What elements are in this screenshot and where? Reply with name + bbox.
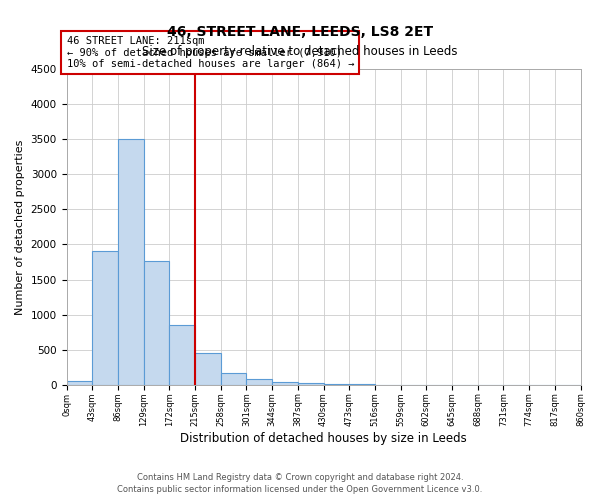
Text: Contains public sector information licensed under the Open Government Licence v3: Contains public sector information licen…: [118, 485, 482, 494]
Bar: [323, 384, 349, 385]
Text: 46 STREET LANE: 211sqm
← 90% of detached houses are smaller (7,910)
10% of semi-: 46 STREET LANE: 211sqm ← 90% of detached…: [67, 36, 354, 69]
Bar: [221, 372, 247, 385]
Text: Size of property relative to detached houses in Leeds: Size of property relative to detached ho…: [142, 45, 458, 58]
X-axis label: Distribution of detached houses by size in Leeds: Distribution of detached houses by size …: [180, 432, 467, 445]
Bar: [67, 382, 92, 385]
Bar: [195, 352, 221, 385]
Bar: [143, 262, 169, 385]
Bar: [169, 325, 195, 385]
Bar: [272, 382, 298, 385]
Bar: [298, 383, 323, 385]
Text: Contains HM Land Registry data © Crown copyright and database right 2024.: Contains HM Land Registry data © Crown c…: [137, 474, 463, 482]
Y-axis label: Number of detached properties: Number of detached properties: [15, 139, 25, 314]
Text: 46, STREET LANE, LEEDS, LS8 2ET: 46, STREET LANE, LEEDS, LS8 2ET: [167, 25, 433, 39]
Bar: [118, 139, 143, 385]
Bar: [247, 379, 272, 385]
Bar: [92, 252, 118, 385]
